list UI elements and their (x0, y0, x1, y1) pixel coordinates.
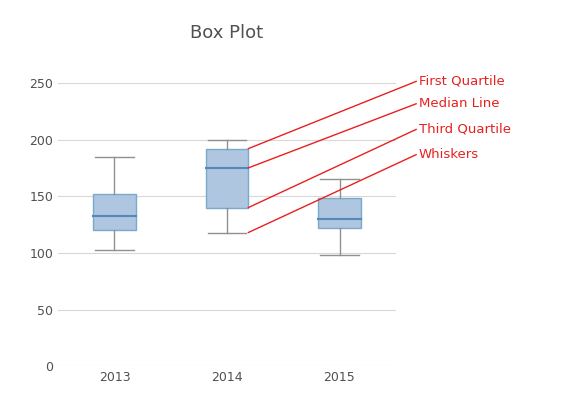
Title: Box Plot: Box Plot (190, 24, 264, 42)
Bar (93, 194, 136, 230)
Bar (205, 149, 249, 208)
Text: Median Line: Median Line (419, 97, 499, 110)
Bar (318, 199, 361, 228)
Text: First Quartile: First Quartile (419, 75, 505, 88)
Text: Third Quartile: Third Quartile (419, 123, 511, 136)
Text: Whiskers: Whiskers (419, 148, 479, 161)
